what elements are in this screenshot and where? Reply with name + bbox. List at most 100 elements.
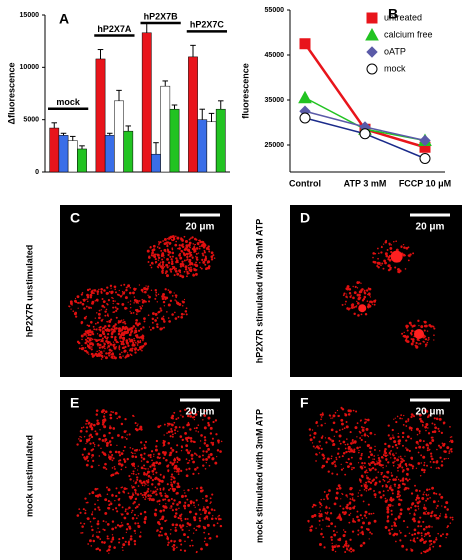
signal-dot	[123, 349, 127, 353]
signal-dot	[200, 245, 203, 247]
signal-dot	[114, 291, 118, 294]
signal-dot	[190, 237, 192, 240]
signal-dot	[308, 428, 312, 431]
signal-dot	[427, 427, 429, 429]
signal-dot	[107, 488, 111, 492]
signal-dot	[171, 313, 174, 316]
signal-dot	[422, 440, 425, 443]
signal-dot	[148, 499, 151, 502]
signal-dot	[325, 505, 328, 508]
signal-dot	[150, 266, 153, 269]
signal-dot	[150, 498, 154, 502]
signal-dot	[96, 535, 100, 539]
signal-dot	[96, 531, 98, 533]
signal-dot	[143, 517, 147, 521]
signal-dot	[81, 453, 84, 456]
signal-dot	[387, 529, 391, 532]
signal-dot	[105, 352, 108, 355]
signal-dot	[171, 473, 173, 475]
legend-label: oATP	[384, 46, 406, 56]
signal-dot	[187, 266, 190, 270]
signal-dot	[185, 313, 188, 316]
signal-dot	[200, 547, 203, 551]
signal-dot	[382, 494, 385, 497]
signal-dot	[110, 501, 112, 503]
signal-dot	[154, 312, 158, 316]
signal-dot	[323, 456, 326, 459]
signal-dot	[350, 456, 353, 459]
signal-dot	[155, 493, 158, 496]
panel-label: C	[70, 210, 80, 226]
signal-dot	[117, 491, 121, 494]
signal-dot	[171, 295, 174, 297]
signal-dot	[344, 534, 346, 536]
signal-dot	[104, 310, 107, 313]
signal-dot	[410, 426, 413, 430]
signal-dot	[374, 445, 376, 448]
scale-bar-label: 20 μm	[186, 407, 215, 418]
signal-dot	[350, 442, 353, 445]
signal-dot	[402, 459, 405, 462]
signal-dot	[162, 498, 165, 501]
signal-dot	[83, 316, 87, 320]
signal-dot	[373, 455, 376, 457]
signal-dot	[186, 270, 189, 274]
signal-dot	[88, 435, 91, 437]
signal-dot	[158, 503, 161, 505]
signal-dot	[314, 447, 316, 449]
signal-dot	[427, 416, 429, 419]
signal-dot	[405, 439, 408, 442]
signal-dot	[390, 485, 392, 487]
signal-dot	[133, 529, 136, 533]
signal-dot	[77, 301, 80, 304]
signal-dot	[422, 421, 424, 424]
signal-dot	[99, 325, 102, 329]
signal-dot	[172, 236, 176, 240]
signal-dot	[88, 333, 91, 336]
signal-dot	[116, 417, 119, 420]
signal-dot	[429, 461, 432, 463]
signal-dot	[108, 354, 111, 357]
signal-dot	[173, 429, 177, 432]
signal-dot	[404, 462, 408, 466]
signal-dot	[360, 419, 362, 422]
signal-dot	[412, 252, 415, 255]
signal-dot	[183, 270, 186, 273]
signal-dot	[186, 414, 190, 418]
signal-dot	[365, 475, 368, 477]
signal-dot	[169, 454, 172, 456]
signal-dot	[172, 548, 176, 552]
signal-dot	[377, 454, 379, 456]
signal-dot	[399, 491, 401, 493]
signal-dot	[360, 426, 363, 428]
signal-dot	[436, 448, 438, 451]
signal-dot	[103, 528, 106, 532]
signal-dot	[435, 467, 438, 469]
signal-dot	[328, 414, 331, 417]
signal-dot	[417, 508, 420, 510]
signal-dot	[439, 513, 442, 515]
signal-dot	[108, 456, 111, 459]
signal-dot	[160, 249, 163, 252]
signal-dot	[146, 287, 149, 290]
signal-dot	[404, 477, 408, 481]
signal-dot	[120, 356, 123, 359]
signal-dot	[151, 492, 154, 495]
signal-dot	[315, 527, 317, 529]
signal-dot	[407, 487, 410, 490]
signal-dot	[167, 317, 170, 319]
signal-dot	[110, 318, 113, 321]
signal-dot	[132, 325, 136, 328]
signal-dot	[356, 281, 360, 285]
signal-dot	[410, 324, 413, 326]
signal-dot	[354, 521, 357, 523]
signal-dot	[170, 481, 172, 484]
signal-dot	[144, 290, 147, 294]
cell-signal	[76, 408, 223, 554]
signal-dot	[81, 344, 83, 347]
signal-dot	[204, 243, 207, 247]
signal-dot	[430, 436, 433, 439]
signal-dot	[138, 310, 141, 312]
signal-dot	[412, 539, 416, 542]
signal-dot	[103, 466, 106, 469]
